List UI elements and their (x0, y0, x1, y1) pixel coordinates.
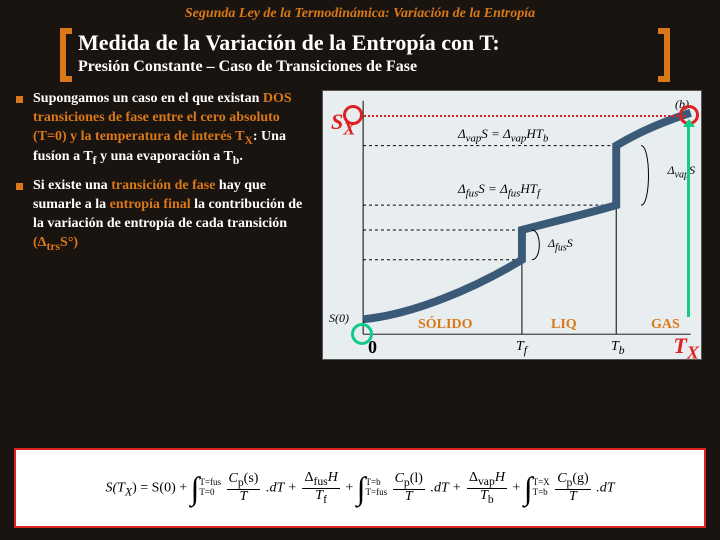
dfusS-eq: ΔfusS = ΔfusHTf (458, 181, 540, 200)
bracket-left (60, 28, 72, 82)
bullet-1: Supongamos un caso en el que existan DOS… (12, 90, 312, 169)
tb-label: Tb (611, 339, 625, 357)
phase-liq: LIQ (551, 317, 577, 333)
green-arrow (687, 127, 690, 317)
formula-box: S(TX) = S(0) + ∫T=fusT=0 Cp(s)T .dT + Δf… (14, 448, 706, 528)
tf-label: Tf (516, 339, 527, 357)
marker-sx (343, 105, 363, 125)
bullet-icon (16, 183, 23, 190)
sx-dotted (361, 115, 686, 117)
tx-label: TX (673, 333, 699, 363)
bullet-icon (16, 96, 23, 103)
content-row: Supongamos un caso en el que existan DOS… (0, 90, 720, 360)
s0-label: S(0) (329, 311, 349, 326)
slide-subtitle: Presión Constante – Caso de Transiciones… (78, 58, 652, 76)
title-block: Medida de la Variación de la Entropía co… (60, 28, 670, 82)
slide-title: Medida de la Variación de la Entropía co… (78, 30, 652, 56)
bracket-right (658, 28, 670, 82)
dvapS-label: ΔvapS (668, 163, 696, 180)
bullet-2: Si existe una transición de fase hay que… (12, 177, 312, 254)
entropy-chart: (b) SX ΔvapS = ΔvapHTb ΔvapS ΔfusS = Δfu… (322, 90, 702, 360)
bullet-list: Supongamos un caso en el que existan DOS… (12, 90, 312, 360)
formula-text: S(TX) = S(0) + ∫T=fusT=0 Cp(s)T .dT + Δf… (106, 470, 615, 507)
slide-header: Segunda Ley de la Termodinámica: Variaci… (0, 0, 720, 24)
bullet-2-text: Si existe una transición de fase hay que… (33, 177, 312, 254)
marker-origin (351, 323, 373, 345)
dvapS-eq: ΔvapS = ΔvapHTb (458, 126, 548, 145)
dfusS-label: ΔfusS (548, 236, 573, 253)
phase-gas: GAS (651, 317, 680, 333)
phase-solid: SÓLIDO (418, 317, 472, 333)
bullet-1-text: Supongamos un caso en el que existan DOS… (33, 90, 312, 169)
